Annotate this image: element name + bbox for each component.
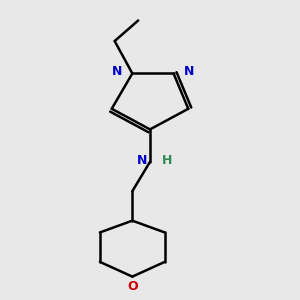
Text: N: N (137, 154, 147, 167)
Text: O: O (127, 280, 138, 292)
Text: H: H (162, 154, 172, 167)
Text: N: N (184, 65, 194, 79)
Text: N: N (112, 65, 122, 79)
